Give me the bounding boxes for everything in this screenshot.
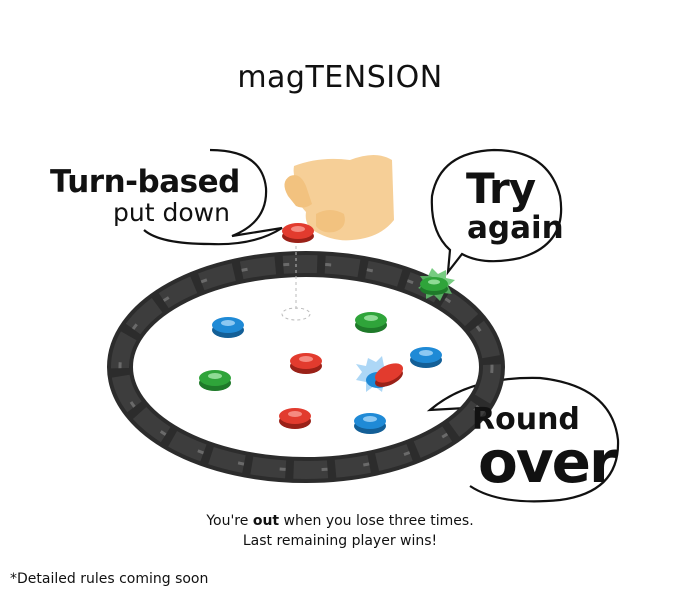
snapped-green-stone <box>418 268 455 301</box>
over-label: over <box>478 428 618 496</box>
magnet-rope-ring <box>107 251 505 483</box>
drop-target-indicator <box>281 240 311 321</box>
blue-stone <box>410 347 442 368</box>
blue-stone <box>212 317 244 338</box>
caption-bold-out: out <box>252 513 280 529</box>
red-stone <box>290 353 322 374</box>
rules-caption-line2: Last remaining player wins! <box>242 533 438 549</box>
caption-post: when you lose three times. <box>279 513 474 529</box>
put-down-label: put down <box>113 198 230 227</box>
clicked-stones <box>356 356 404 392</box>
green-stone <box>355 312 387 333</box>
round-label: Round <box>472 402 580 437</box>
stones-layer <box>199 312 442 434</box>
hand-placing-stone <box>282 155 394 243</box>
turn-bubble-outline <box>143 148 283 246</box>
game-title: magTENSION <box>237 60 443 95</box>
try-bubble-outline <box>430 148 563 276</box>
green-stone <box>199 370 231 391</box>
try-label: Try <box>466 164 536 213</box>
blue-stone <box>354 413 386 434</box>
footnote: *Detailed rules coming soon <box>10 571 209 587</box>
turn-based-label: Turn-based <box>50 164 240 200</box>
caption-pre: You're <box>206 513 253 529</box>
red-stone <box>279 408 311 429</box>
rules-caption-line1: You're out when you lose three times. <box>0 511 680 531</box>
again-label: again <box>467 210 564 246</box>
